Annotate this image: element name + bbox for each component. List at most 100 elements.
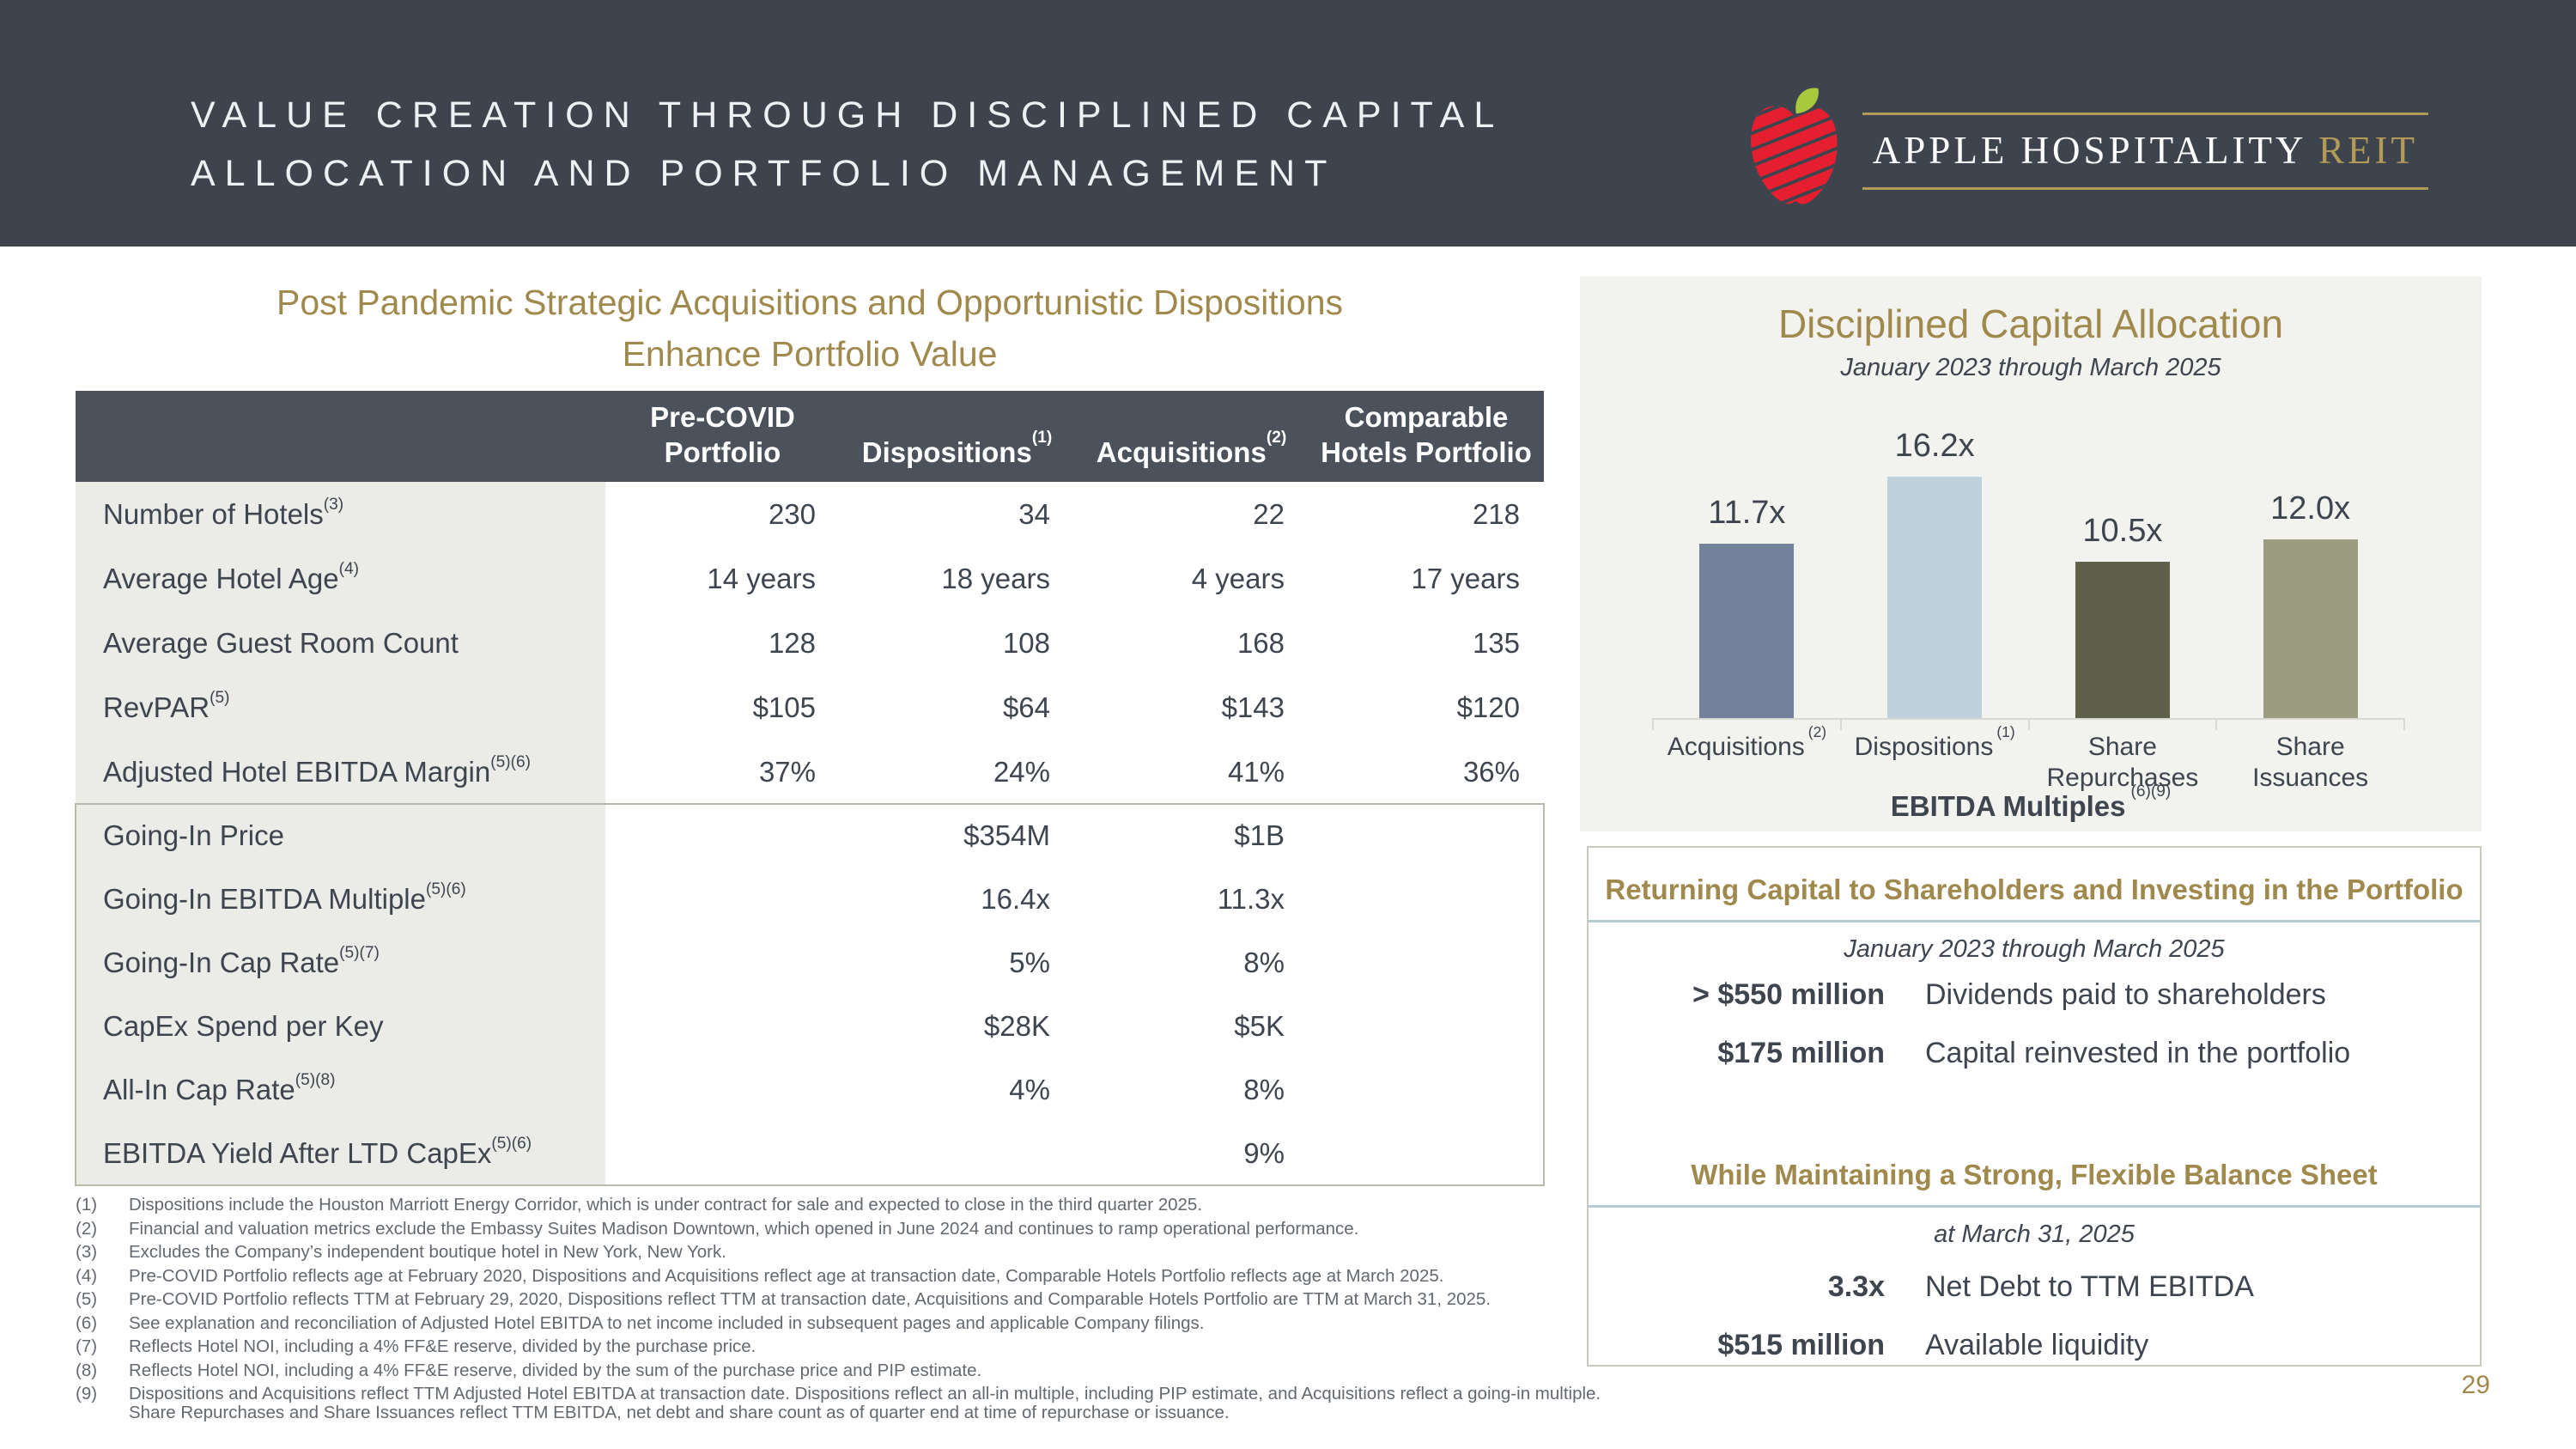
slide-title-line2: ALLOCATION AND PORTFOLIO MANAGEMENT [191,153,1337,194]
footnote-number: (4) [76,1265,98,1286]
table-row: Number of Hotels (3) 230 34 22 218 [76,482,1544,546]
cell [605,931,840,995]
returning-capital-period: January 2023 through March 2025 [1844,935,2225,963]
axis-tick [2215,718,2218,730]
chart-title: Disciplined Capital Allocation [1777,301,2284,346]
chart-category-label: Share Repurchases [2046,733,2199,792]
capital-item-amount: > $550 million [1692,978,1885,1011]
footnote-number: (1) [76,1195,98,1215]
logo-reit-text: REIT [2318,129,2418,172]
capital-item-desc: Dividends paid to shareholders [1925,978,2326,1011]
slide-title-line1: VALUE CREATION THROUGH DISCIPLINED CAPIT… [191,94,1504,136]
cell: $143 [1221,691,1285,723]
table-body-boxed: Going-In Price $354M $1B Going-In EBITDA Mu… [75,803,1545,1186]
table-row: EBITDA Yield After LTD CapEx (5)(6) 9% [76,1122,1544,1185]
cell: $28K [983,1010,1050,1042]
cell: 4 years [1191,562,1285,594]
slide-title: VALUE CREATION THROUGH DISCIPLINED CAPIT… [191,86,1504,203]
leaf-icon [1795,88,1819,114]
bar-chart: 11.7x 16.2x 10.5x 12.0x [1653,428,2404,718]
bar-group: 10.5x [2029,443,2217,718]
cell: 17 years [1411,562,1520,594]
footnote-number: (5) [76,1289,98,1309]
capital-item: $175 million Capital reinvested in the po… [1589,1032,2480,1075]
cell: 18 years [941,562,1050,594]
cell: 41% [1227,755,1285,788]
cell [1309,1122,1544,1185]
footnote: (9) Dispositions and Acquisitions reflect… [76,1385,1621,1422]
bar-value-label: 11.7x [1708,495,1786,531]
cell: $354M [963,819,1050,851]
footnotes: (1) Dispositions include the Houston Marr… [76,1196,1621,1427]
row-label: All-In Cap Rate (5)(8) [76,1058,605,1122]
left-section-title-line1: Post Pandemic Strategic Acquisitions and… [276,283,1343,322]
cell: 135 [1472,626,1520,659]
bar-group: 16.2x [1841,428,2029,718]
footnote: (4) Pre-COVID Portfolio reflects age at F… [76,1265,1621,1286]
axis-tick [1652,718,1654,730]
cell: 8% [1243,1074,1285,1105]
cell [1309,868,1544,931]
cell: $105 [752,691,816,723]
row-label: Going-In Price [76,804,605,868]
table-row: Average Hotel Age (4) 14 years 18 years 4 ye… [76,546,1544,611]
cell: 36% [1462,755,1520,788]
bar [1699,544,1795,718]
footnote: (6) See explanation and reconciliation of… [76,1312,1621,1333]
footnote-text: Reflects Hotel NOI, including a 4% FF&E … [129,1336,756,1356]
cell: $64 [1002,691,1050,723]
footnote: (8) Reflects Hotel NOI, including a 4% FF… [76,1361,1621,1380]
axis-tick [2403,718,2405,730]
capital-item: $515 million Available liquidity [1589,1324,2480,1367]
cell: $5K [1234,1010,1285,1042]
row-label: CapEx Spend per Key [76,995,605,1058]
logo-wordmark: APPLE HOSPITALITY REIT [1862,113,2428,190]
cell [605,1122,840,1185]
slide-header-band: VALUE CREATION THROUGH DISCIPLINED CAPIT… [0,0,2576,247]
balance-sheet-period: at March 31, 2025 [1934,1221,2135,1248]
chart-category-label: Share Issuances [2252,733,2369,792]
bar-group: 12.0x [2216,443,2404,718]
table-row: CapEx Spend per Key $28K $5K [76,995,1544,1058]
bar-value-label: 10.5x [2082,513,2163,549]
cell: 37% [758,755,816,788]
column-header: Dispositions(1) [861,429,1053,468]
chart-subtitle: January 2023 through March 2025 [1840,354,2221,381]
apple-logo-icon [1750,88,1838,204]
bar [2075,562,2170,718]
footnote-text: Dispositions and Acquisitions reflect TT… [129,1384,1601,1422]
footnote-number: (6) [76,1312,98,1333]
footnote-text: Pre-COVID Portfolio reflects age at Febr… [129,1265,1444,1286]
cell: 108 [1002,626,1050,659]
capital-item-amount: $175 million [1717,1037,1885,1069]
footnote: (5) Pre-COVID Portfolio reflects TTM at F… [76,1290,1621,1309]
table-row: All-In Cap Rate (5)(8) 4% 8% [76,1058,1544,1122]
footnote: (1) Dispositions include the Houston Marr… [76,1196,1621,1215]
row-label: Going-In EBITDA Multiple (5)(6) [76,868,605,931]
divider-rule [1589,1205,2480,1208]
cell: 5% [1009,947,1050,978]
cell [1309,931,1544,995]
cell [1309,804,1544,868]
capital-item: > $550 million Dividends paid to sharehol… [1589,973,2480,1016]
capital-item-amount: 3.3x [1827,1270,1885,1303]
bar [2263,539,2358,718]
row-label: Average Hotel Age (4) [76,546,605,611]
cell: $120 [1456,691,1520,723]
cell: 230 [768,497,816,530]
capital-item-desc: Capital reinvested in the portfolio [1925,1037,2351,1069]
footnote: (7) Reflects Hotel NOI, including a 4% FF… [76,1337,1621,1356]
cell: 4% [1009,1074,1050,1105]
footnote: (2) Financial and valuation metrics exclu… [76,1219,1621,1239]
capital-item-amount: $515 million [1717,1329,1885,1361]
cell: $1B [1234,819,1285,851]
footnote-number: (9) [76,1384,98,1403]
chart-category-label: Acquisitions(2) [1667,723,1827,761]
cell: 22 [1253,497,1285,530]
footnote: (3) Excludes the Company’s independent bo… [76,1243,1621,1262]
footnote-number: (7) [76,1336,98,1356]
table-body: Number of Hotels (3) 230 34 22 218 Average Hot… [76,482,1544,804]
footnote-text: Reflects Hotel NOI, including a 4% FF&E … [129,1360,982,1380]
returning-capital-heading: Returning Capital to Shareholders and In… [1605,874,2464,905]
capital-summary-box: Returning Capital to Shareholders and In… [1587,846,2482,1367]
